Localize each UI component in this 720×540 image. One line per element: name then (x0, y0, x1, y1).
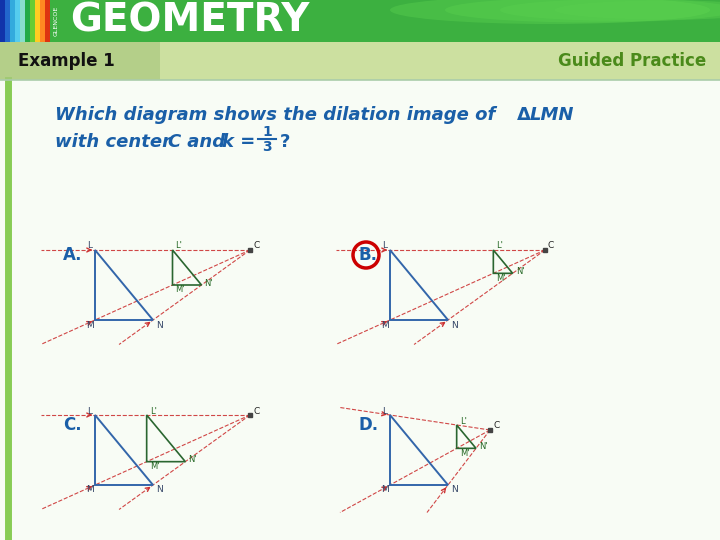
Text: M': M' (176, 286, 185, 294)
Text: and: and (181, 133, 231, 151)
Ellipse shape (500, 0, 720, 21)
Text: M: M (381, 321, 389, 329)
Text: N': N' (516, 267, 524, 276)
Text: M': M' (150, 462, 159, 471)
FancyBboxPatch shape (0, 42, 720, 80)
FancyBboxPatch shape (0, 42, 160, 80)
Text: N: N (156, 321, 163, 329)
Text: L: L (382, 241, 387, 251)
Text: C.: C. (63, 416, 81, 434)
Text: N: N (156, 485, 163, 495)
Text: N': N' (204, 279, 213, 287)
Text: 3: 3 (262, 140, 272, 154)
Ellipse shape (555, 1, 720, 19)
Text: LMN: LMN (530, 106, 575, 124)
FancyBboxPatch shape (10, 0, 15, 42)
Text: L: L (382, 407, 387, 415)
Text: C: C (253, 407, 259, 415)
Text: C: C (548, 241, 554, 251)
FancyBboxPatch shape (35, 0, 40, 42)
FancyBboxPatch shape (20, 0, 25, 42)
Text: L': L' (150, 407, 156, 415)
Text: L': L' (459, 416, 467, 426)
Text: Example 1: Example 1 (18, 52, 114, 70)
Ellipse shape (390, 0, 710, 24)
Text: k: k (221, 133, 233, 151)
FancyBboxPatch shape (40, 0, 45, 42)
Text: A.: A. (63, 246, 83, 264)
FancyBboxPatch shape (5, 0, 10, 42)
Text: with center: with center (55, 133, 177, 151)
Text: =: = (234, 133, 256, 151)
Text: M: M (86, 321, 94, 329)
Text: B.: B. (358, 246, 377, 264)
FancyBboxPatch shape (45, 0, 50, 42)
FancyBboxPatch shape (15, 0, 20, 42)
Text: 1: 1 (262, 125, 272, 139)
Text: L: L (87, 407, 92, 415)
Text: GLENCOE: GLENCOE (53, 6, 58, 36)
Text: N': N' (189, 455, 197, 464)
Text: N: N (451, 321, 458, 329)
FancyBboxPatch shape (25, 0, 30, 42)
Text: Which diagram shows the dilation image of: Which diagram shows the dilation image o… (55, 106, 502, 124)
Text: M: M (86, 485, 94, 495)
Text: Guided Practice: Guided Practice (558, 52, 706, 70)
Text: C: C (253, 241, 259, 251)
Text: C: C (167, 133, 180, 151)
Text: L': L' (176, 241, 182, 251)
Text: M': M' (496, 274, 506, 283)
FancyBboxPatch shape (0, 80, 720, 540)
Text: M: M (381, 485, 389, 495)
FancyBboxPatch shape (30, 0, 35, 42)
FancyBboxPatch shape (0, 0, 5, 42)
Text: N': N' (479, 442, 487, 451)
Text: GEOMETRY: GEOMETRY (70, 2, 310, 40)
Ellipse shape (445, 0, 720, 23)
Text: D.: D. (358, 416, 378, 434)
FancyBboxPatch shape (0, 0, 720, 42)
Text: C: C (493, 422, 499, 430)
Text: Δ: Δ (517, 106, 531, 124)
Text: N: N (451, 485, 458, 495)
Text: L': L' (496, 241, 503, 251)
Text: M': M' (459, 449, 469, 458)
Text: L: L (87, 241, 92, 251)
Text: ?: ? (280, 133, 290, 151)
